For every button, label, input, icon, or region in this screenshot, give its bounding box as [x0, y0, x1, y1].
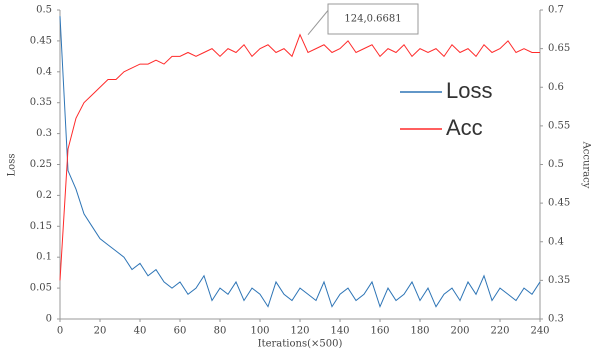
x-tick-label: 140 [330, 326, 349, 337]
y2-tick-label: 0.35 [548, 275, 570, 286]
series-line [59, 33, 540, 281]
x-tick-label: 40 [134, 326, 147, 337]
x-tick-label: 100 [250, 326, 269, 337]
x-tick-label: 200 [450, 326, 469, 337]
y2-tick-label: 0.5 [548, 159, 564, 170]
y-tick-label: 0.45 [30, 35, 52, 46]
y-tick-label: 0.4 [36, 66, 52, 77]
annotation-callout [307, 7, 331, 35]
series-line [59, 16, 541, 309]
y-tick-label: 0.25 [30, 159, 52, 170]
y-tick-label: 0.35 [30, 97, 52, 108]
legend-label: Loss [446, 78, 492, 103]
annotation-label: 124,0.6681 [344, 14, 401, 25]
x-tick-label: 120 [290, 326, 309, 337]
y-tick-label: 0.15 [30, 221, 52, 232]
x-tick-label: 60 [174, 326, 187, 337]
x-tick-label: 180 [410, 326, 429, 337]
annotation-box [327, 3, 419, 35]
y2-tick-label: 0.4 [548, 236, 564, 247]
x-axis-title: Iterations(×500) [258, 339, 343, 350]
x-tick-label: 20 [94, 326, 107, 337]
y-tick-label: 0.3 [36, 128, 52, 139]
x-tick-label: 0 [57, 326, 63, 337]
y-tick-label: 0.05 [30, 283, 52, 294]
y-tick-label: 0 [46, 314, 52, 325]
y2-tick-label: 0.6 [548, 82, 564, 93]
x-tick-label: 160 [370, 326, 389, 337]
y-axis-title: Loss [7, 154, 18, 177]
x-tick-label: 80 [214, 326, 227, 337]
y2-axis-title: Accuracy [581, 141, 592, 189]
y2-tick-label: 0.65 [548, 43, 570, 54]
y2-tick-label: 0.55 [548, 120, 570, 131]
y2-tick-label: 0.7 [548, 5, 564, 16]
x-tick-label: 240 [530, 326, 549, 337]
legend-label: Acc [446, 115, 483, 140]
x-tick-label: 220 [490, 326, 509, 337]
y-tick-label: 0.1 [36, 252, 52, 263]
y2-tick-label: 0.45 [548, 198, 570, 209]
y-tick-label: 0.2 [36, 190, 52, 201]
y2-tick-label: 0.3 [548, 314, 564, 325]
y-tick-label: 0.5 [36, 5, 52, 16]
